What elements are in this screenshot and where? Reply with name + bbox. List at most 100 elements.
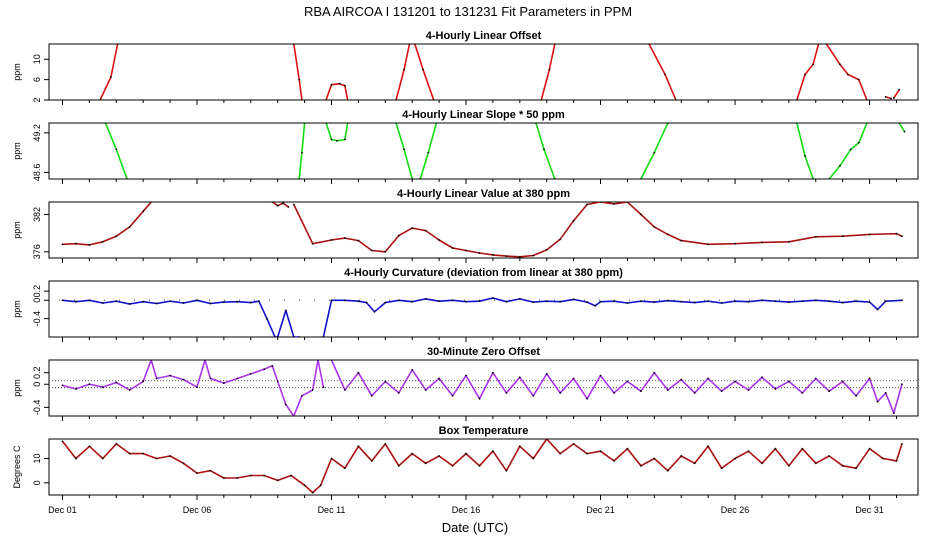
- data-point: [419, 178, 422, 179]
- data-point: [841, 464, 844, 467]
- data-point: [545, 373, 548, 375]
- data-point: [346, 123, 349, 124]
- data-point: [438, 455, 440, 457]
- data-point: [693, 301, 696, 304]
- data-point: [292, 415, 295, 416]
- data-point: [788, 301, 790, 303]
- data-point: [841, 235, 844, 238]
- data-point: [395, 99, 397, 100]
- data-point: [276, 336, 279, 337]
- data-point: [876, 400, 879, 403]
- data-point: [182, 378, 185, 381]
- data-point: [653, 301, 656, 303]
- data-point: [169, 455, 172, 457]
- data-point: [287, 206, 290, 208]
- data-point: [505, 300, 508, 303]
- data-point: [543, 148, 545, 151]
- data-point: [855, 394, 857, 397]
- data-point: [890, 97, 892, 100]
- panel-2: 4-Hourly Linear Slope * 50 ppm 48.6 49.2 pp…: [12, 109, 919, 184]
- data-point: [901, 235, 903, 238]
- data-point: [258, 300, 260, 303]
- x-tick-label: Dec 11: [318, 505, 346, 515]
- data-point: [397, 234, 400, 237]
- data-point: [209, 377, 212, 380]
- data-point: [110, 76, 112, 78]
- panel-frame: [48, 43, 919, 101]
- data-point: [788, 380, 790, 383]
- y-tick-label: 0.2: [32, 285, 42, 298]
- data-point: [397, 299, 400, 302]
- data-point: [384, 250, 387, 253]
- data-point: [344, 389, 346, 391]
- data-point: [866, 99, 868, 100]
- panel-title: 30-Minute Zero Offset: [427, 346, 540, 358]
- data-point: [465, 300, 467, 303]
- data-point: [115, 148, 118, 151]
- data-point: [116, 44, 119, 45]
- series-line-8: [796, 44, 820, 100]
- panel-4: 4-Hourly Curvature (deviation from linea…: [12, 267, 919, 342]
- data-point: [150, 202, 153, 203]
- series-line-1: [62, 299, 300, 337]
- data-point: [666, 469, 669, 472]
- panel-1: 4-Hourly Linear Offset 2 6 10 ppm: [12, 30, 919, 105]
- y-axis-label: ppm: [12, 63, 22, 81]
- data-point: [505, 469, 508, 472]
- data-point: [814, 235, 817, 238]
- data-point: [814, 462, 817, 465]
- data-point: [613, 300, 615, 303]
- data-point: [774, 447, 777, 450]
- data-point: [841, 380, 844, 383]
- data-point: [292, 203, 295, 206]
- data-point: [370, 460, 373, 462]
- data-point: [478, 300, 481, 303]
- y-tick-label: 376: [32, 244, 42, 259]
- data-point: [903, 130, 906, 133]
- data-point: [336, 139, 338, 142]
- data-point: [465, 249, 467, 252]
- data-point: [666, 389, 669, 391]
- data-point: [223, 382, 225, 384]
- data-point: [586, 397, 588, 400]
- data-point: [707, 243, 709, 246]
- data-point: [720, 390, 723, 393]
- data-point: [572, 219, 575, 222]
- data-point: [847, 73, 849, 76]
- series-group: [61, 297, 903, 337]
- data-point: [128, 226, 131, 228]
- data-point: [311, 242, 314, 245]
- data-point: [640, 390, 642, 393]
- data-point: [344, 299, 346, 302]
- data-point: [653, 226, 656, 228]
- y-tick-label: 10: [32, 453, 42, 463]
- data-point: [626, 202, 629, 203]
- data-point: [626, 380, 629, 383]
- data-point: [169, 374, 172, 377]
- x-tick-label: Dec 16: [452, 505, 481, 515]
- data-point: [613, 460, 615, 462]
- data-point: [411, 178, 414, 179]
- data-point: [99, 99, 101, 100]
- series-line-11: [893, 89, 900, 99]
- series-group: [61, 202, 903, 258]
- data-point: [322, 386, 325, 388]
- data-point: [88, 244, 91, 246]
- data-point: [263, 474, 266, 477]
- data-point: [284, 309, 287, 312]
- data-point: [330, 299, 333, 302]
- data-point: [357, 300, 360, 303]
- data-point: [868, 377, 871, 380]
- data-point: [492, 297, 494, 299]
- data-point: [666, 123, 669, 124]
- data-point: [365, 301, 368, 304]
- data-point: [492, 371, 494, 374]
- data-point: [128, 303, 131, 305]
- data-point: [451, 247, 454, 249]
- panel-5: 30-Minute Zero Offset -0.4 0 0.2 ppm: [12, 346, 919, 421]
- data-point: [75, 457, 77, 460]
- data-point: [88, 445, 91, 448]
- data-point: [553, 178, 556, 179]
- series-group: [61, 439, 903, 494]
- data-point: [330, 239, 333, 241]
